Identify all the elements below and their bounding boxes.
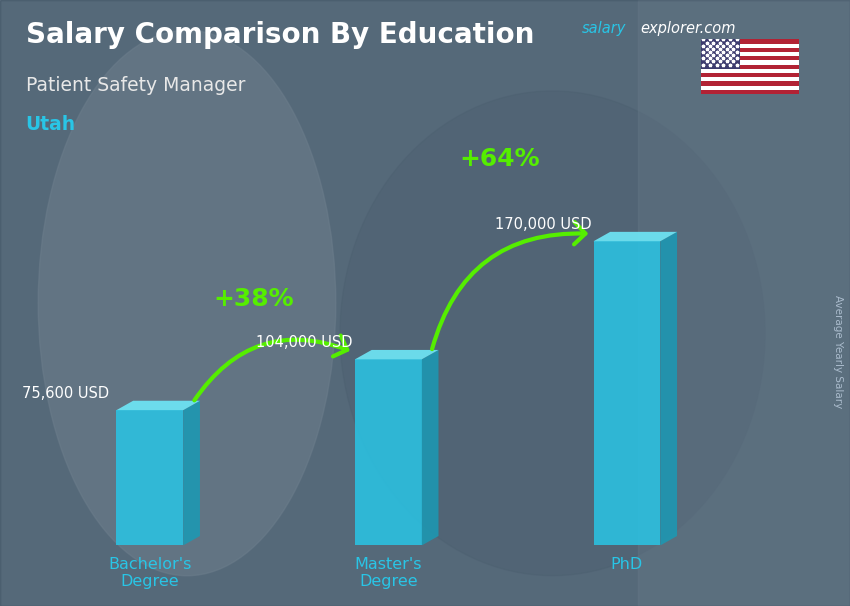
Bar xyxy=(701,65,799,68)
Bar xyxy=(638,0,850,606)
Bar xyxy=(701,90,799,94)
Bar xyxy=(701,85,799,90)
Bar xyxy=(701,44,799,48)
Bar xyxy=(593,241,660,545)
Text: salary: salary xyxy=(582,21,626,36)
Text: 75,600 USD: 75,600 USD xyxy=(22,386,110,401)
Text: 170,000 USD: 170,000 USD xyxy=(495,218,591,232)
Bar xyxy=(701,48,799,52)
FancyArrowPatch shape xyxy=(432,222,586,349)
Bar xyxy=(701,68,799,73)
Text: +64%: +64% xyxy=(459,147,540,170)
Polygon shape xyxy=(355,350,439,359)
Text: Utah: Utah xyxy=(26,115,76,134)
Bar xyxy=(701,52,799,56)
Text: explorer.com: explorer.com xyxy=(640,21,735,36)
Polygon shape xyxy=(422,350,439,545)
FancyArrowPatch shape xyxy=(195,336,348,401)
Polygon shape xyxy=(184,401,200,545)
Bar xyxy=(701,39,799,44)
Bar xyxy=(701,61,799,65)
Bar xyxy=(355,359,422,545)
Ellipse shape xyxy=(340,91,765,576)
Ellipse shape xyxy=(38,30,336,576)
Polygon shape xyxy=(116,401,200,410)
Bar xyxy=(701,77,799,81)
Text: Patient Safety Manager: Patient Safety Manager xyxy=(26,76,245,95)
Polygon shape xyxy=(660,232,677,545)
Text: Salary Comparison By Education: Salary Comparison By Education xyxy=(26,21,534,49)
Bar xyxy=(701,39,740,68)
Polygon shape xyxy=(593,232,677,241)
Text: 104,000 USD: 104,000 USD xyxy=(256,335,353,350)
Bar xyxy=(116,410,184,545)
Text: +38%: +38% xyxy=(213,287,294,311)
Bar xyxy=(701,73,799,77)
Text: Average Yearly Salary: Average Yearly Salary xyxy=(833,295,843,408)
Bar xyxy=(701,81,799,85)
Bar xyxy=(701,56,799,61)
